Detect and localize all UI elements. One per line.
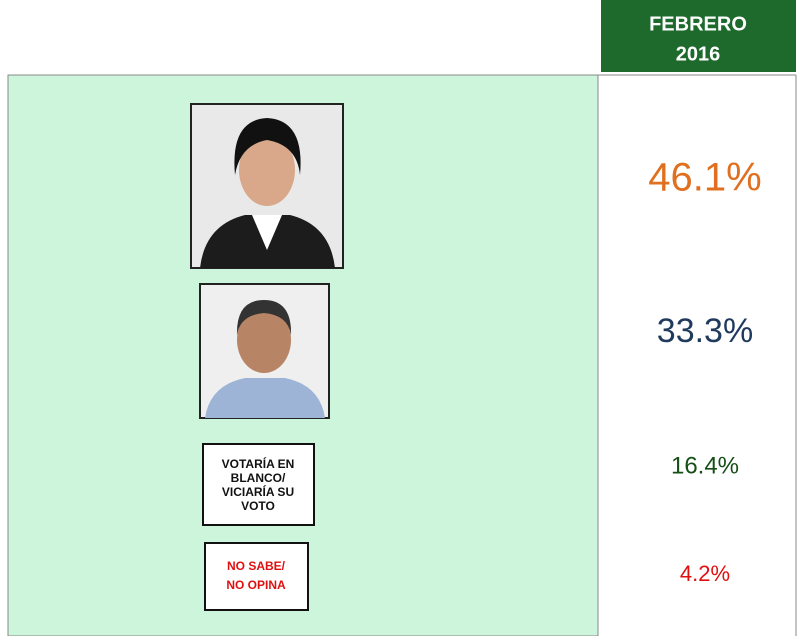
percentage: 16.4% xyxy=(671,452,739,479)
option-label: NO OPINA xyxy=(226,578,286,592)
option-label: VOTO xyxy=(241,499,275,513)
percentage: 46.1% xyxy=(648,156,761,200)
option-label: NO SABE/ xyxy=(227,559,286,573)
option-box: NO SABE/ NO OPINA xyxy=(205,543,308,610)
photo-2 xyxy=(200,284,329,418)
percentage: 33.3% xyxy=(657,312,753,350)
header-month: FEBRERO xyxy=(649,13,747,35)
header-year: 2016 xyxy=(676,43,721,65)
photo-1 xyxy=(191,104,343,268)
poll-table: FEBRERO 2016 VOTARÍA EN BLANCO/ VICIARÍA… xyxy=(0,0,803,636)
option-label: VOTARÍA EN xyxy=(222,456,295,471)
percentage: 4.2% xyxy=(680,561,730,586)
option-label: BLANCO/ xyxy=(231,471,286,485)
option-box: VOTARÍA EN BLANCO/ VICIARÍA SU VOTO xyxy=(203,444,314,525)
option-label: VICIARÍA SU xyxy=(222,484,294,499)
page: FEBRERO 2016 VOTARÍA EN BLANCO/ VICIARÍA… xyxy=(0,0,803,636)
